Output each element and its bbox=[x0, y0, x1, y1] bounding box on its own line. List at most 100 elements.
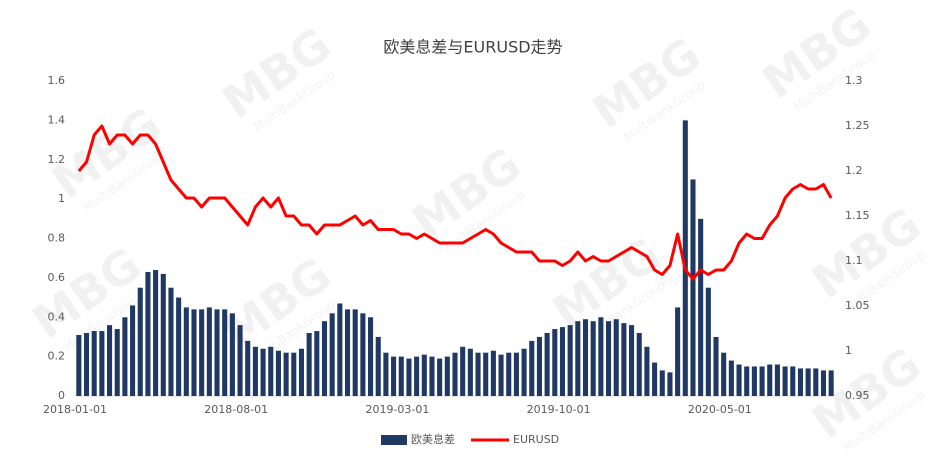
legend-label: EURUSD bbox=[513, 433, 559, 446]
bar bbox=[360, 313, 366, 396]
bar bbox=[705, 287, 711, 396]
bar bbox=[621, 323, 627, 396]
bar bbox=[636, 333, 642, 396]
bar bbox=[206, 307, 212, 396]
bar bbox=[475, 352, 481, 396]
bar bbox=[544, 333, 550, 396]
bar bbox=[237, 325, 243, 396]
bar bbox=[252, 346, 258, 396]
bar bbox=[130, 305, 136, 396]
bar bbox=[406, 358, 412, 396]
bar bbox=[137, 287, 143, 396]
bar bbox=[606, 321, 612, 396]
bar bbox=[598, 317, 604, 396]
bar bbox=[329, 313, 335, 396]
bar bbox=[375, 336, 381, 396]
bar bbox=[168, 287, 174, 396]
x-tick-label: 2020-05-01 bbox=[688, 403, 752, 416]
line bbox=[77, 124, 833, 281]
bar bbox=[429, 356, 435, 396]
bar bbox=[536, 336, 542, 396]
bar bbox=[675, 307, 681, 396]
bar bbox=[529, 340, 535, 396]
bar bbox=[368, 317, 374, 396]
bar bbox=[652, 362, 658, 396]
bar bbox=[552, 329, 558, 396]
bar bbox=[644, 346, 650, 396]
bar bbox=[414, 356, 420, 396]
bar bbox=[314, 331, 320, 396]
x-tick-label: 2019-10-01 bbox=[527, 403, 591, 416]
x-tick-label: 2018-08-01 bbox=[204, 403, 268, 416]
y2-tick-label: 1 bbox=[845, 344, 852, 357]
bar bbox=[559, 327, 566, 396]
bar bbox=[767, 364, 773, 396]
y-tick-label: 0.4 bbox=[48, 310, 66, 323]
bar bbox=[260, 348, 266, 396]
bar bbox=[176, 297, 182, 396]
bar bbox=[460, 346, 466, 396]
bar bbox=[383, 352, 389, 396]
bar bbox=[751, 366, 757, 396]
bar bbox=[690, 179, 696, 396]
bar bbox=[344, 309, 351, 396]
bar bbox=[222, 309, 228, 396]
bar bbox=[521, 348, 527, 396]
bar bbox=[721, 352, 727, 396]
bar bbox=[728, 360, 734, 396]
bar bbox=[513, 352, 519, 396]
bar bbox=[107, 325, 113, 396]
bar bbox=[813, 368, 819, 396]
y2-tick-label: 1.3 bbox=[845, 74, 863, 87]
bar bbox=[828, 370, 834, 396]
y-tick-label: 0.6 bbox=[48, 271, 66, 284]
bar bbox=[99, 331, 105, 396]
bar bbox=[483, 352, 489, 396]
bar bbox=[782, 366, 788, 396]
bar bbox=[83, 333, 90, 396]
bar bbox=[283, 352, 289, 396]
bar bbox=[467, 348, 473, 396]
bar bbox=[160, 273, 166, 396]
bar bbox=[114, 329, 120, 396]
y2-tick-label: 1.2 bbox=[845, 164, 863, 177]
bar bbox=[321, 321, 328, 396]
bar bbox=[713, 336, 719, 396]
bar bbox=[667, 372, 673, 396]
y-tick-label: 0.2 bbox=[48, 350, 66, 363]
bar bbox=[682, 120, 688, 396]
bar bbox=[268, 346, 274, 396]
bar bbox=[444, 356, 450, 396]
bar bbox=[298, 348, 304, 396]
y-tick-label: 0.8 bbox=[48, 232, 66, 245]
bar bbox=[582, 319, 589, 396]
y-tick-label: 1.6 bbox=[48, 74, 66, 87]
bar bbox=[437, 358, 443, 396]
y-tick-label: 0 bbox=[58, 389, 65, 402]
bar bbox=[590, 321, 596, 396]
y2-tick-label: 0.95 bbox=[845, 389, 870, 402]
bar bbox=[91, 331, 97, 396]
bar bbox=[797, 368, 803, 396]
y2-tick-label: 1.15 bbox=[845, 209, 870, 222]
bar bbox=[153, 270, 159, 396]
bar bbox=[421, 354, 427, 396]
bar bbox=[275, 350, 281, 396]
bar bbox=[490, 350, 496, 396]
bar bbox=[452, 352, 458, 396]
bar bbox=[391, 356, 397, 396]
bar bbox=[199, 309, 205, 396]
bar bbox=[122, 317, 128, 396]
bar bbox=[820, 370, 827, 396]
y-tick-label: 1.2 bbox=[48, 153, 66, 166]
y2-tick-label: 1.25 bbox=[845, 119, 870, 132]
chart-title: 欧美息差与EURUSD走势 bbox=[383, 38, 562, 57]
bar bbox=[567, 325, 573, 396]
bar bbox=[291, 352, 297, 396]
bar bbox=[744, 366, 750, 396]
bar bbox=[698, 218, 704, 396]
legend-swatch bbox=[381, 435, 407, 445]
bar bbox=[229, 313, 235, 396]
bar bbox=[736, 364, 742, 396]
